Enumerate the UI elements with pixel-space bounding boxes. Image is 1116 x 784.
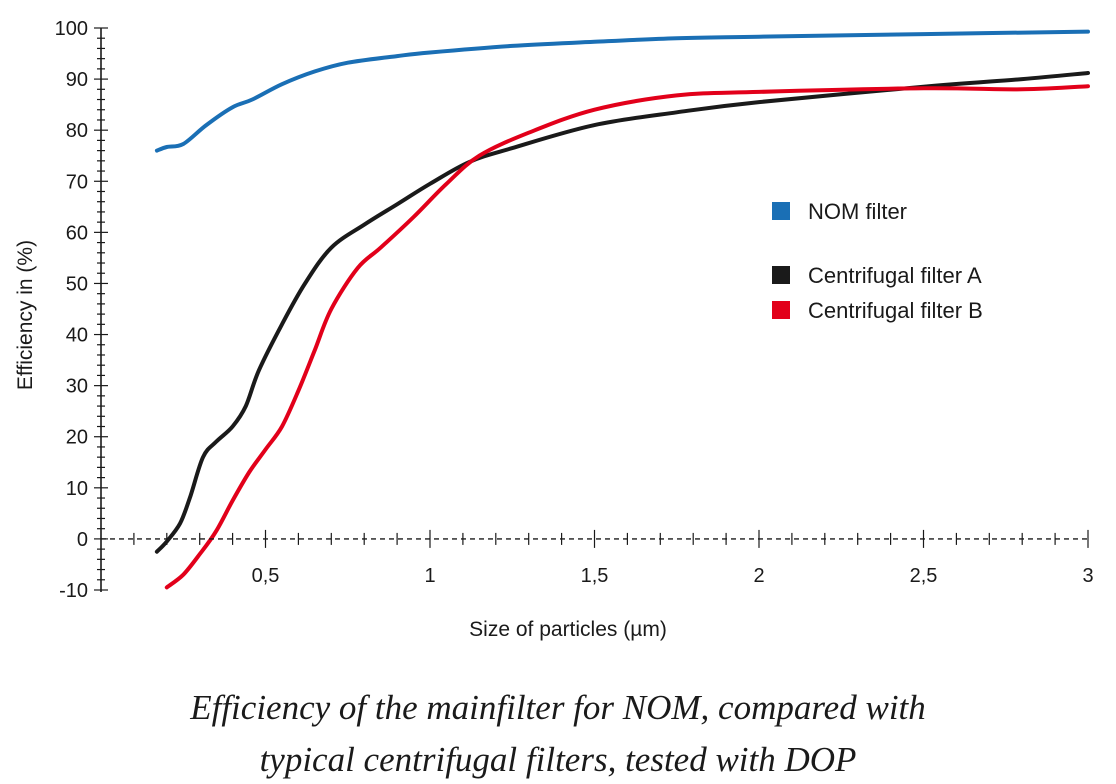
x-tick-label: 1 [424, 565, 435, 587]
y-tick-label: 70 [66, 171, 88, 193]
y-tick-label: 90 [66, 69, 88, 91]
legend-swatch-nom-filter [772, 202, 790, 220]
series-line-centrifugal-filter-b [164, 84, 1090, 590]
y-tick-label: 50 [66, 273, 88, 295]
y-tick-label: 80 [66, 120, 88, 142]
legend-label-centrifugal-filter-b: Centrifugal filter B [808, 298, 983, 323]
y-tick-label: 100 [55, 18, 88, 40]
y-tick-label: 10 [66, 478, 88, 500]
series-layer [154, 29, 1090, 590]
caption-line-1: Efficiency of the mainfilter for NOM, co… [190, 688, 926, 727]
x-tick-label: 3 [1082, 565, 1093, 587]
y-axis-title: Efficiency in (%) [14, 240, 37, 390]
x-tick-label: 1,5 [581, 565, 609, 587]
y-tick-label: -10 [59, 580, 88, 602]
y-tick-label: 60 [66, 222, 88, 244]
y-tick-label: 30 [66, 376, 88, 398]
x-axis-title: Size of particles (µm) [469, 618, 667, 641]
legend: NOM filter Centrifugal filter A Centrifuga… [772, 199, 983, 323]
legend-swatch-centrifugal-filter-b [772, 301, 790, 319]
legend-swatch-centrifugal-filter-a [772, 266, 790, 284]
y-tick-label: 0 [77, 529, 88, 551]
series-line-centrifugal-filter-a [154, 71, 1090, 554]
legend-label-nom-filter: NOM filter [808, 199, 907, 224]
x-tick-label: 2 [753, 565, 764, 587]
caption-line-2: typical centrifugal filters, tested with… [259, 740, 857, 779]
y-tick-label: 20 [66, 427, 88, 449]
y-tick-label: 40 [66, 325, 88, 347]
series-line-nom-filter [154, 29, 1090, 153]
x-tick-label: 0,5 [252, 565, 280, 587]
x-tick-label: 2,5 [910, 565, 938, 587]
legend-label-centrifugal-filter-a: Centrifugal filter A [808, 263, 982, 288]
